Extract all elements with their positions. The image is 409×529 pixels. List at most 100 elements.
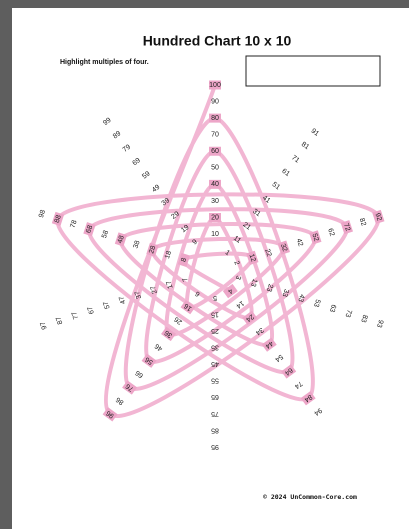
number-label: 71 xyxy=(290,154,301,164)
number-label: 55 xyxy=(211,377,219,384)
number-label: 35 xyxy=(211,344,219,351)
number-label: 82 xyxy=(358,217,367,227)
number-label: 84 xyxy=(303,393,314,403)
number-label: 88 xyxy=(54,214,63,224)
highlight xyxy=(277,240,290,255)
number-label: 8 xyxy=(180,257,188,263)
number-label: 61 xyxy=(280,168,291,178)
number-label: 46 xyxy=(154,342,165,352)
number-label: 59 xyxy=(141,170,152,180)
number-label: 79 xyxy=(122,144,133,154)
number-label: 83 xyxy=(359,314,368,324)
highlight xyxy=(340,220,353,235)
number-label: 91 xyxy=(310,128,321,138)
number-label: 99 xyxy=(102,117,113,127)
number-label: 48 xyxy=(117,235,126,245)
highlight xyxy=(372,209,385,225)
number-label: 17 xyxy=(166,280,175,290)
number-label: 81 xyxy=(300,141,311,151)
number-label: 27 xyxy=(150,285,159,295)
number-label: 14 xyxy=(235,299,246,309)
number-label: 58 xyxy=(101,230,110,240)
number-label: 16 xyxy=(183,302,194,312)
number-label: 63 xyxy=(328,303,337,313)
number-label: 85 xyxy=(211,426,219,433)
highlight xyxy=(261,337,277,352)
number-label: 97 xyxy=(40,321,49,331)
highlight xyxy=(102,407,118,422)
number-label: 31 xyxy=(251,208,262,218)
number-label: 45 xyxy=(211,360,219,367)
number-label: 53 xyxy=(312,298,321,308)
number-label: 54 xyxy=(273,353,284,363)
highlight xyxy=(209,113,221,123)
number-label: 49 xyxy=(151,184,162,194)
number-label: 32 xyxy=(279,243,288,253)
number-label: 69 xyxy=(131,157,142,167)
number-label: 65 xyxy=(211,393,219,400)
number-label: 73 xyxy=(344,308,353,318)
highlight xyxy=(300,391,316,406)
number-label: 5 xyxy=(213,294,217,301)
number-label: 89 xyxy=(112,130,123,140)
number-label: 13 xyxy=(249,278,258,288)
number-label: 76 xyxy=(125,382,136,392)
number-label: 30 xyxy=(211,198,219,205)
highlight xyxy=(246,250,259,265)
highlight xyxy=(114,232,128,247)
number-label: 12 xyxy=(247,253,256,263)
number-label: 41 xyxy=(261,195,272,205)
answer-box xyxy=(245,55,381,87)
number-label: 64 xyxy=(283,366,294,376)
highlight xyxy=(83,222,96,237)
number-label: 21 xyxy=(241,221,252,231)
number-label: 96 xyxy=(105,409,116,419)
number-label: 1 xyxy=(224,249,231,257)
number-label: 29 xyxy=(170,211,181,221)
number-label: 15 xyxy=(211,310,219,317)
number-label: 75 xyxy=(211,410,219,417)
number-label: 4 xyxy=(226,287,233,295)
number-label: 95 xyxy=(211,443,219,450)
highlight xyxy=(209,212,221,222)
highlight xyxy=(141,353,157,368)
number-label: 93 xyxy=(375,319,384,329)
number-label: 77 xyxy=(71,310,80,320)
number-label: 94 xyxy=(312,406,323,416)
highlight xyxy=(51,211,65,227)
footer: © 2024 UnCommon-Core.com xyxy=(263,493,357,501)
number-label: 10 xyxy=(211,231,219,238)
instruction: Highlight multiples of four. xyxy=(60,59,149,66)
number-label: 42 xyxy=(295,238,304,248)
number-label: 9 xyxy=(191,238,198,246)
number-label: 90 xyxy=(211,98,219,105)
number-label: 44 xyxy=(264,339,275,349)
highlight xyxy=(281,364,297,379)
highlight xyxy=(146,242,159,257)
number-label: 86 xyxy=(115,395,126,405)
number-label: 70 xyxy=(211,132,219,139)
number-label: 37 xyxy=(134,290,143,300)
number-label: 25 xyxy=(211,327,219,334)
number-label: 56 xyxy=(144,355,155,365)
number-label: 67 xyxy=(87,305,96,315)
number-label: 11 xyxy=(232,235,242,245)
number-label: 18 xyxy=(164,250,173,260)
number-label: 60 xyxy=(211,148,219,155)
highlight xyxy=(180,299,196,315)
number-label: 39 xyxy=(161,197,172,207)
number-label: 80 xyxy=(211,115,219,122)
number-label: 72 xyxy=(342,222,351,232)
number-label: 22 xyxy=(263,248,272,258)
number-label: 40 xyxy=(211,181,219,188)
number-label: 68 xyxy=(85,224,94,234)
number-label: 98 xyxy=(38,209,47,219)
highlight xyxy=(242,310,258,326)
number-label: 51 xyxy=(271,181,282,191)
number-label: 52 xyxy=(310,233,319,243)
number-spokes: 1234567891011121314151617181920212223242… xyxy=(38,82,384,450)
number-label: 92 xyxy=(373,212,382,222)
highlight xyxy=(209,80,221,90)
title: Hundred Chart 10 x 10 xyxy=(143,33,292,49)
